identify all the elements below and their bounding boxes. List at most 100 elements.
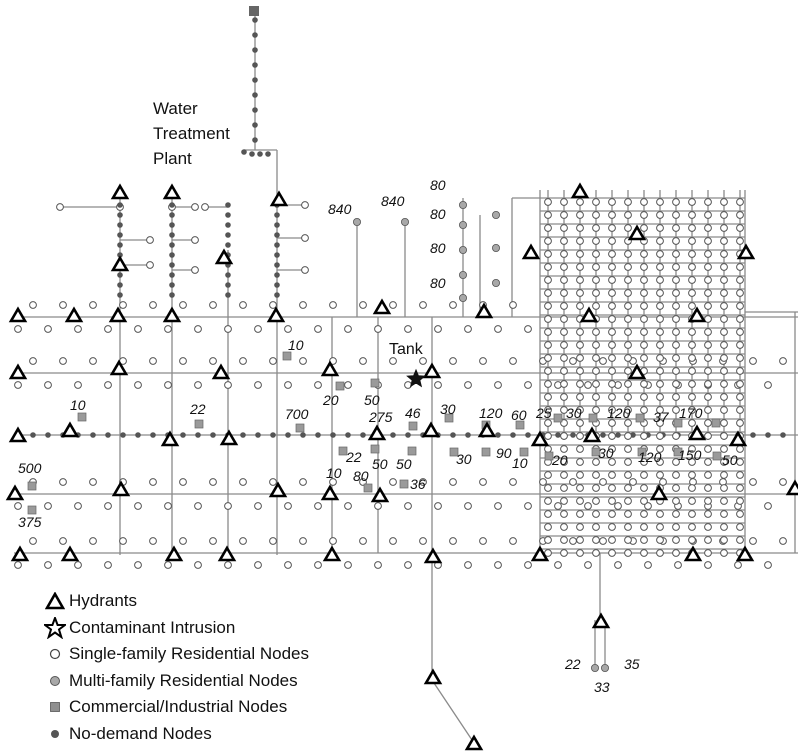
single-family-node: [544, 315, 552, 323]
single-family-node: [359, 357, 367, 365]
single-family-node: [449, 301, 457, 309]
single-family-node: [544, 250, 552, 258]
single-family-node: [704, 432, 712, 440]
single-family-node: [736, 289, 744, 297]
single-family-node: [576, 341, 584, 349]
single-family-node: [608, 432, 616, 440]
single-family-node: [688, 250, 696, 258]
single-family-node: [344, 561, 352, 569]
single-family-node: [640, 328, 648, 336]
single-family-node: [560, 302, 568, 310]
no-demand-node: [465, 432, 471, 438]
multi-family-node: [458, 270, 467, 279]
single-family-node: [659, 478, 667, 486]
single-family-node: [720, 393, 728, 401]
single-family-node: [314, 502, 322, 510]
no-demand-node: [117, 282, 123, 288]
single-family-node: [449, 478, 457, 486]
single-family-node: [672, 471, 680, 479]
single-family-node: [544, 302, 552, 310]
commercial-node: [335, 381, 345, 391]
single-family-node: [119, 537, 127, 545]
single-family-node: [720, 497, 728, 505]
single-family-node: [656, 419, 664, 427]
single-family-node: [149, 301, 157, 309]
single-family-node: [576, 276, 584, 284]
demand-label: 275: [368, 409, 393, 425]
demand-label: 37: [653, 409, 670, 425]
single-family-node: [656, 237, 664, 245]
demand-label: 10: [512, 455, 528, 471]
single-family-node: [704, 536, 712, 544]
legend-label: No-demand Nodes: [69, 723, 212, 743]
no-demand-node: [249, 151, 255, 157]
single-family-node: [464, 502, 472, 510]
single-family-node: [624, 471, 632, 479]
demand-label: 80: [430, 275, 446, 291]
single-family-node: [269, 357, 277, 365]
no-demand-node: [345, 432, 351, 438]
single-family-node: [544, 211, 552, 219]
single-family-node: [720, 250, 728, 258]
hydrant-icon: [372, 298, 392, 315]
single-family-node: [672, 406, 680, 414]
plant-label-line3: Plant: [153, 149, 192, 168]
node-layer: [14, 6, 787, 673]
single-family-node: [656, 458, 664, 466]
commercial-node: [481, 447, 491, 457]
single-family-node: [704, 561, 712, 569]
demand-label: 120: [638, 449, 662, 465]
single-family-node: [608, 419, 616, 427]
single-family-node: [576, 224, 584, 232]
gray-circle-icon: [44, 670, 66, 692]
single-family-node: [544, 224, 552, 232]
hydrant-icon: [687, 306, 707, 323]
hydrant-icon: [687, 424, 707, 441]
no-demand-node: [274, 252, 280, 258]
single-family-node: [704, 341, 712, 349]
single-family-node: [404, 502, 412, 510]
single-family-node: [314, 381, 322, 389]
no-demand-node: [257, 151, 263, 157]
no-demand-node: [252, 137, 258, 143]
commercial-node: [295, 423, 305, 433]
single-family-node: [560, 289, 568, 297]
demand-label: 10: [288, 337, 304, 353]
single-family-node: [688, 211, 696, 219]
single-family-node: [544, 497, 552, 505]
single-family-node: [560, 484, 568, 492]
single-family-node: [608, 211, 616, 219]
hydrant-layer: [5, 182, 798, 751]
single-family-node: [592, 458, 600, 466]
single-family-node: [656, 471, 664, 479]
single-family-node: [239, 478, 247, 486]
single-family-node: [736, 419, 744, 427]
single-family-node: [560, 432, 568, 440]
single-family-node: [644, 561, 652, 569]
single-family-node: [704, 419, 712, 427]
single-family-node: [164, 502, 172, 510]
single-family-node: [576, 263, 584, 271]
single-family-node: [209, 478, 217, 486]
no-demand-node: [274, 262, 280, 268]
single-family-node: [688, 393, 696, 401]
single-family-node: [688, 354, 696, 362]
single-family-node: [608, 302, 616, 310]
single-family-node: [608, 536, 616, 544]
single-family-node: [74, 381, 82, 389]
single-family-node: [640, 224, 648, 232]
single-family-node: [592, 367, 600, 375]
single-family-node: [576, 471, 584, 479]
single-family-node: [164, 325, 172, 333]
demand-label: 30: [598, 445, 614, 461]
single-family-node: [640, 380, 648, 388]
hydrant-icon: [111, 480, 131, 497]
single-family-node: [688, 536, 696, 544]
single-family-node: [59, 301, 67, 309]
commercial-node: [673, 418, 683, 428]
single-family-node: [672, 341, 680, 349]
single-family-node: [560, 393, 568, 401]
no-demand-node: [117, 252, 123, 258]
single-family-node: [269, 537, 277, 545]
single-family-node: [720, 471, 728, 479]
